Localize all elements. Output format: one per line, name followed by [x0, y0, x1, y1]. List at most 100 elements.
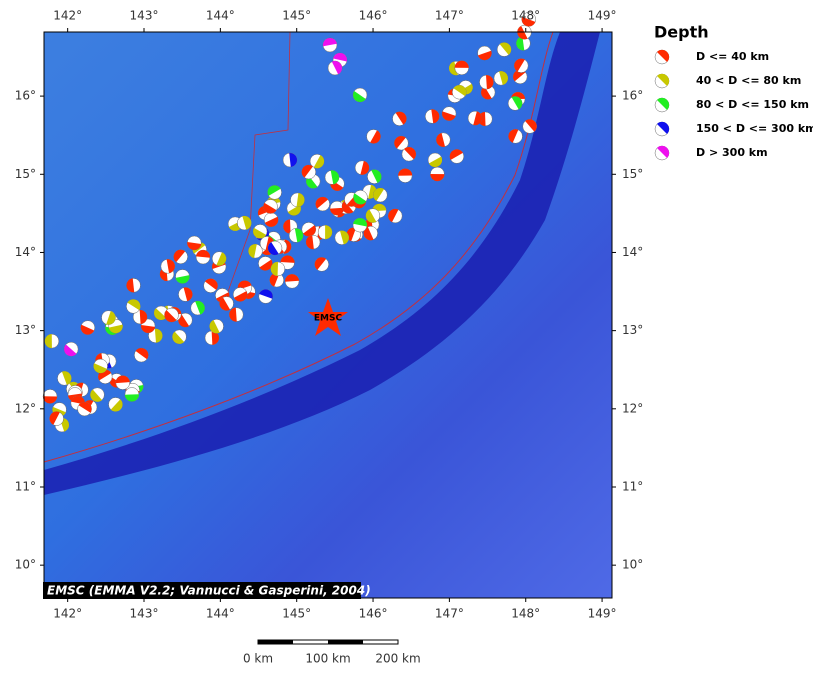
focal-mechanism-quadrant	[196, 250, 211, 258]
focal-mechanism-quadrant	[371, 169, 382, 183]
lon-label: 144°	[206, 607, 235, 621]
focal-mechanism-quadrant	[331, 61, 342, 75]
lon-label: 145°	[282, 607, 311, 621]
lon-label: 146°	[359, 607, 388, 621]
focal-mechanism-quadrant	[164, 310, 177, 323]
focal-mechanism-quadrant	[431, 109, 440, 124]
focal-mechanism-quadrant	[61, 371, 72, 385]
focal-mechanism-quadrant	[301, 164, 313, 178]
focal-mechanism-quadrant	[314, 257, 327, 270]
focal-mechanism-quadrant	[430, 174, 445, 182]
lon-label: 145°	[282, 9, 311, 23]
focal-mechanism-quadrant	[253, 227, 267, 239]
focal-mechanism-quadrant	[398, 168, 413, 176]
lon-label: 148°	[511, 9, 540, 23]
focal-mechanism-quadrant	[175, 275, 190, 284]
focal-mechanism-quadrant	[43, 396, 58, 404]
focal-mechanism-quadrant	[341, 200, 354, 214]
focal-mechanism-quadrant	[285, 274, 300, 282]
lat-label: 12°	[15, 401, 36, 415]
focal-mechanism-quadrant	[154, 328, 163, 343]
plate-boundary	[43, 31, 554, 463]
focal-mechanism-quadrant	[363, 226, 374, 241]
legend-symbol-quadrant	[657, 121, 670, 134]
focal-mechanism-quadrant	[325, 225, 333, 240]
focal-mechanism-quadrant	[486, 75, 494, 90]
focal-mechanism-quadrant	[108, 324, 123, 334]
lat-label: 14°	[15, 245, 36, 259]
lat-label: 15°	[622, 167, 643, 181]
lon-label: 143°	[130, 607, 159, 621]
legend-title: Depth	[654, 23, 709, 42]
focal-mechanism-quadrant	[394, 136, 406, 149]
focal-mechanism-quadrant	[280, 255, 295, 263]
lat-label: 15°	[15, 167, 36, 181]
lon-label: 148°	[511, 607, 540, 621]
focal-mechanism-quadrant	[110, 399, 123, 412]
focal-mechanism-quadrant	[330, 207, 345, 216]
focal-mechanism-quadrant	[126, 278, 135, 293]
focal-mechanism-quadrant	[93, 363, 107, 374]
focal-mechanism-quadrant	[454, 60, 469, 68]
legend-label: D <= 40 km	[696, 50, 769, 63]
focal-mechanism-quadrant	[428, 156, 443, 167]
focal-mechanism-quadrant	[525, 119, 537, 132]
trench	[44, 32, 600, 495]
lon-label: 147°	[435, 607, 464, 621]
focal-mechanism-quadrant	[395, 111, 407, 125]
focal-mechanism-quadrant	[90, 389, 103, 402]
lon-label: 144°	[206, 9, 235, 23]
focal-mechanism-quadrant	[373, 188, 385, 201]
focal-mechanism-quadrant	[306, 235, 314, 250]
focal-mechanism-quadrant	[219, 297, 231, 311]
focal-mechanisms	[42, 12, 537, 433]
focal-mechanism-quadrant	[80, 324, 95, 335]
lon-label: 147°	[435, 9, 464, 23]
focal-mechanism-quadrant	[115, 375, 130, 384]
legend-symbol-quadrant	[657, 73, 670, 86]
focal-mechanism-quadrant	[404, 147, 416, 160]
focal-mechanism-quadrant	[511, 96, 523, 110]
focal-mechanism-quadrant	[106, 310, 116, 325]
focal-mechanism-quadrant	[296, 192, 305, 207]
focal-mechanism-quadrant	[289, 152, 297, 167]
focal-mechanism-quadrant	[283, 219, 291, 234]
lat-label: 10°	[15, 558, 36, 572]
marker-label: EMSC	[314, 314, 343, 324]
focal-mechanism-quadrant	[178, 314, 190, 328]
focal-mechanism-quadrant	[172, 331, 185, 344]
scale-label: 0 km	[243, 652, 273, 666]
focal-mechanism-quadrant	[209, 320, 220, 334]
focal-mechanism-quadrant	[264, 216, 279, 227]
scale-bar: 0 km 100 km 200 km	[243, 639, 421, 666]
focal-mechanism-quadrant	[124, 394, 139, 402]
focal-mechanism-quadrant	[173, 249, 186, 263]
legend-symbol-quadrant	[657, 97, 670, 110]
focal-mechanism-quadrant	[64, 344, 77, 357]
focal-mechanism-quadrant	[70, 396, 85, 405]
lon-label: 143°	[130, 9, 159, 23]
focal-mechanism-quadrant	[195, 301, 205, 315]
focal-mechanism-quadrant	[499, 71, 508, 85]
credit-box	[43, 582, 361, 599]
focal-mechanism-quadrant	[268, 242, 279, 255]
focal-mechanism-quadrant	[449, 149, 463, 160]
focal-mechanism-quadrant	[135, 348, 149, 360]
focal-mechanism-quadrant	[323, 38, 337, 47]
focal-mechanism-quadrant	[370, 130, 381, 144]
legend-symbol-quadrant	[657, 49, 670, 62]
focal-mechanism-quadrant	[294, 228, 304, 243]
plate-boundary	[224, 31, 291, 301]
legend-label: 40 < D <= 80 km	[696, 74, 801, 87]
focal-mechanism-quadrant	[78, 401, 92, 413]
focal-mechanism-quadrant	[287, 204, 301, 216]
lat-label: 12°	[622, 401, 643, 415]
lon-label: 142°	[53, 607, 82, 621]
emsc-star	[308, 298, 348, 336]
scale-bar-segment	[328, 640, 363, 644]
focal-mechanism-quadrant	[360, 160, 370, 175]
focal-mechanism-quadrant	[499, 42, 512, 55]
lat-label: 11°	[15, 479, 36, 493]
focal-mechanism-quadrant	[154, 308, 167, 320]
focal-mechanism-quadrant	[229, 307, 237, 322]
